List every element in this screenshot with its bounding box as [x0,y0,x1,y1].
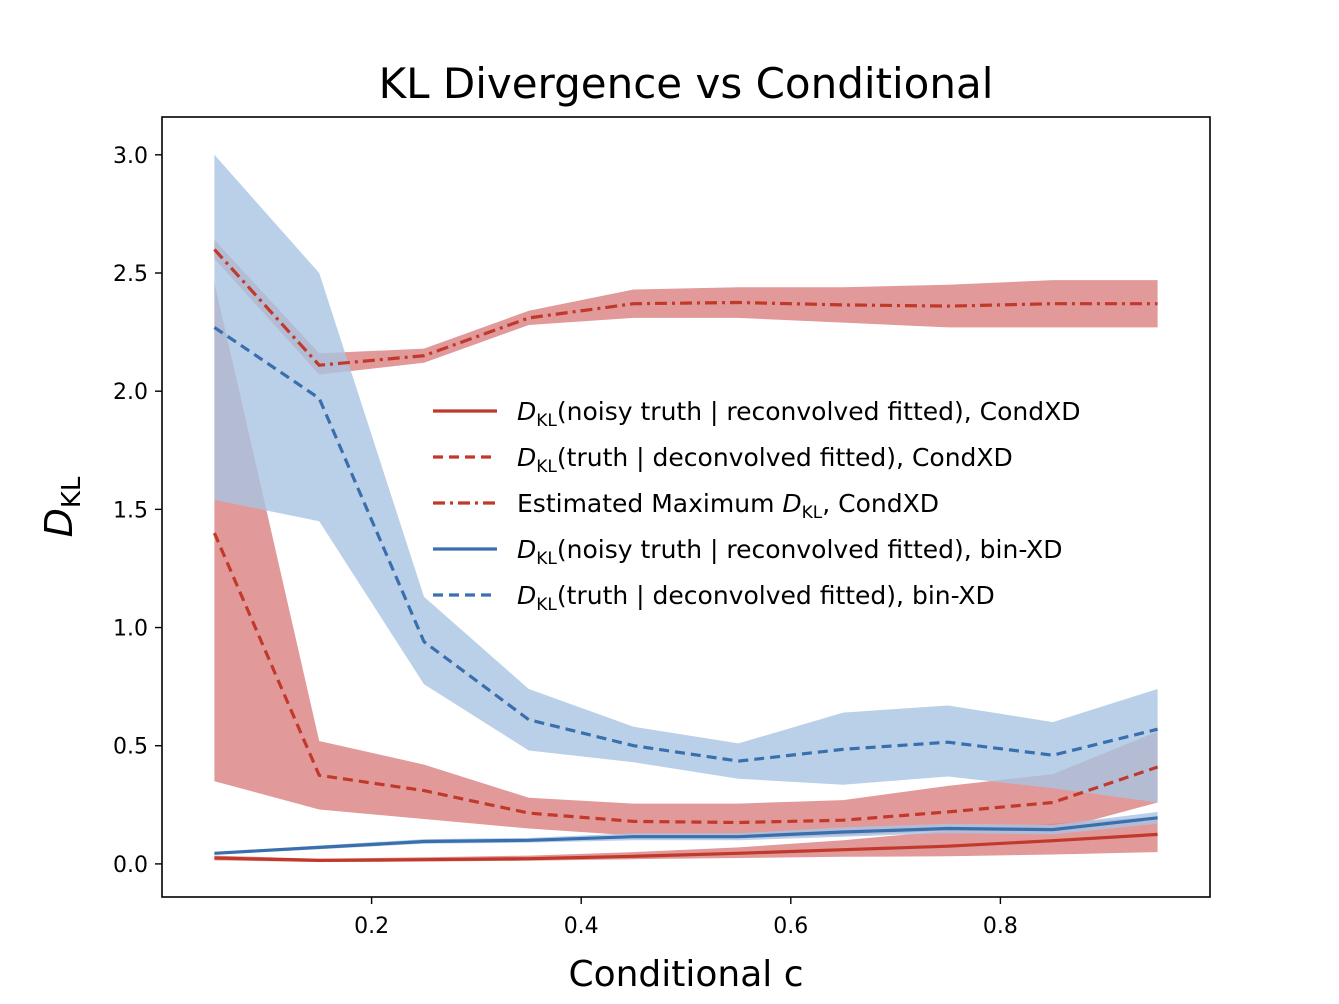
legend-entry-5: DKL(truth | deconvolved fitted), bin-XD [517,581,995,615]
x-tick-label: 0.8 [983,914,1018,939]
legend-entry-3: Estimated Maximum DKL, CondXD [517,489,939,523]
y-tick-label: 2.5 [113,262,148,287]
y-tick-label: 0.0 [113,853,148,878]
series-1-band [214,816,1158,862]
legend-entry-2: DKL(truth | deconvolved fitted), CondXD [517,443,1013,477]
series-lines [212,248,1159,863]
y-tick-label: 1.5 [113,498,148,523]
x-tick-label: 0.2 [354,914,389,939]
chart-title: KL Divergence vs Conditional [379,59,994,108]
y-axis-label: DKL [37,476,87,537]
series-3-line [213,248,1158,367]
legend-entry-1: DKL(noisy truth | reconvolved fitted), C… [517,397,1081,431]
legend-entry-4: DKL(noisy truth | reconvolved fitted), b… [517,535,1062,569]
series-5-line [213,326,1158,763]
series-4-line [214,816,1158,855]
y-tick-label: 3.0 [113,144,148,169]
y-tick-label: 1.0 [113,617,148,642]
confidence-bands [214,154,1158,862]
y-tick-label: 0.5 [113,735,148,760]
x-axis-label: Conditional c [568,954,803,995]
series-3-band [214,239,1158,375]
y-axis-ticks: 0.0 0.5 1.0 1.5 2.0 2.5 3.0 [113,144,162,878]
series-5-band [214,154,1158,803]
series-4-band [214,811,1158,855]
x-axis-ticks: 0.2 0.4 0.6 0.8 [354,897,1018,939]
y-tick-label: 2.0 [113,380,148,405]
series-2-line [212,532,1159,825]
x-tick-label: 0.6 [773,914,808,939]
series-1-line [214,832,1158,863]
y-axis-label-main: D [37,508,81,537]
legend: DKL(noisy truth | reconvolved fitted), C… [433,397,1081,615]
plot-frame [161,116,1211,898]
y-axis-label-sub: KL [57,476,87,508]
x-tick-label: 0.4 [564,914,599,939]
